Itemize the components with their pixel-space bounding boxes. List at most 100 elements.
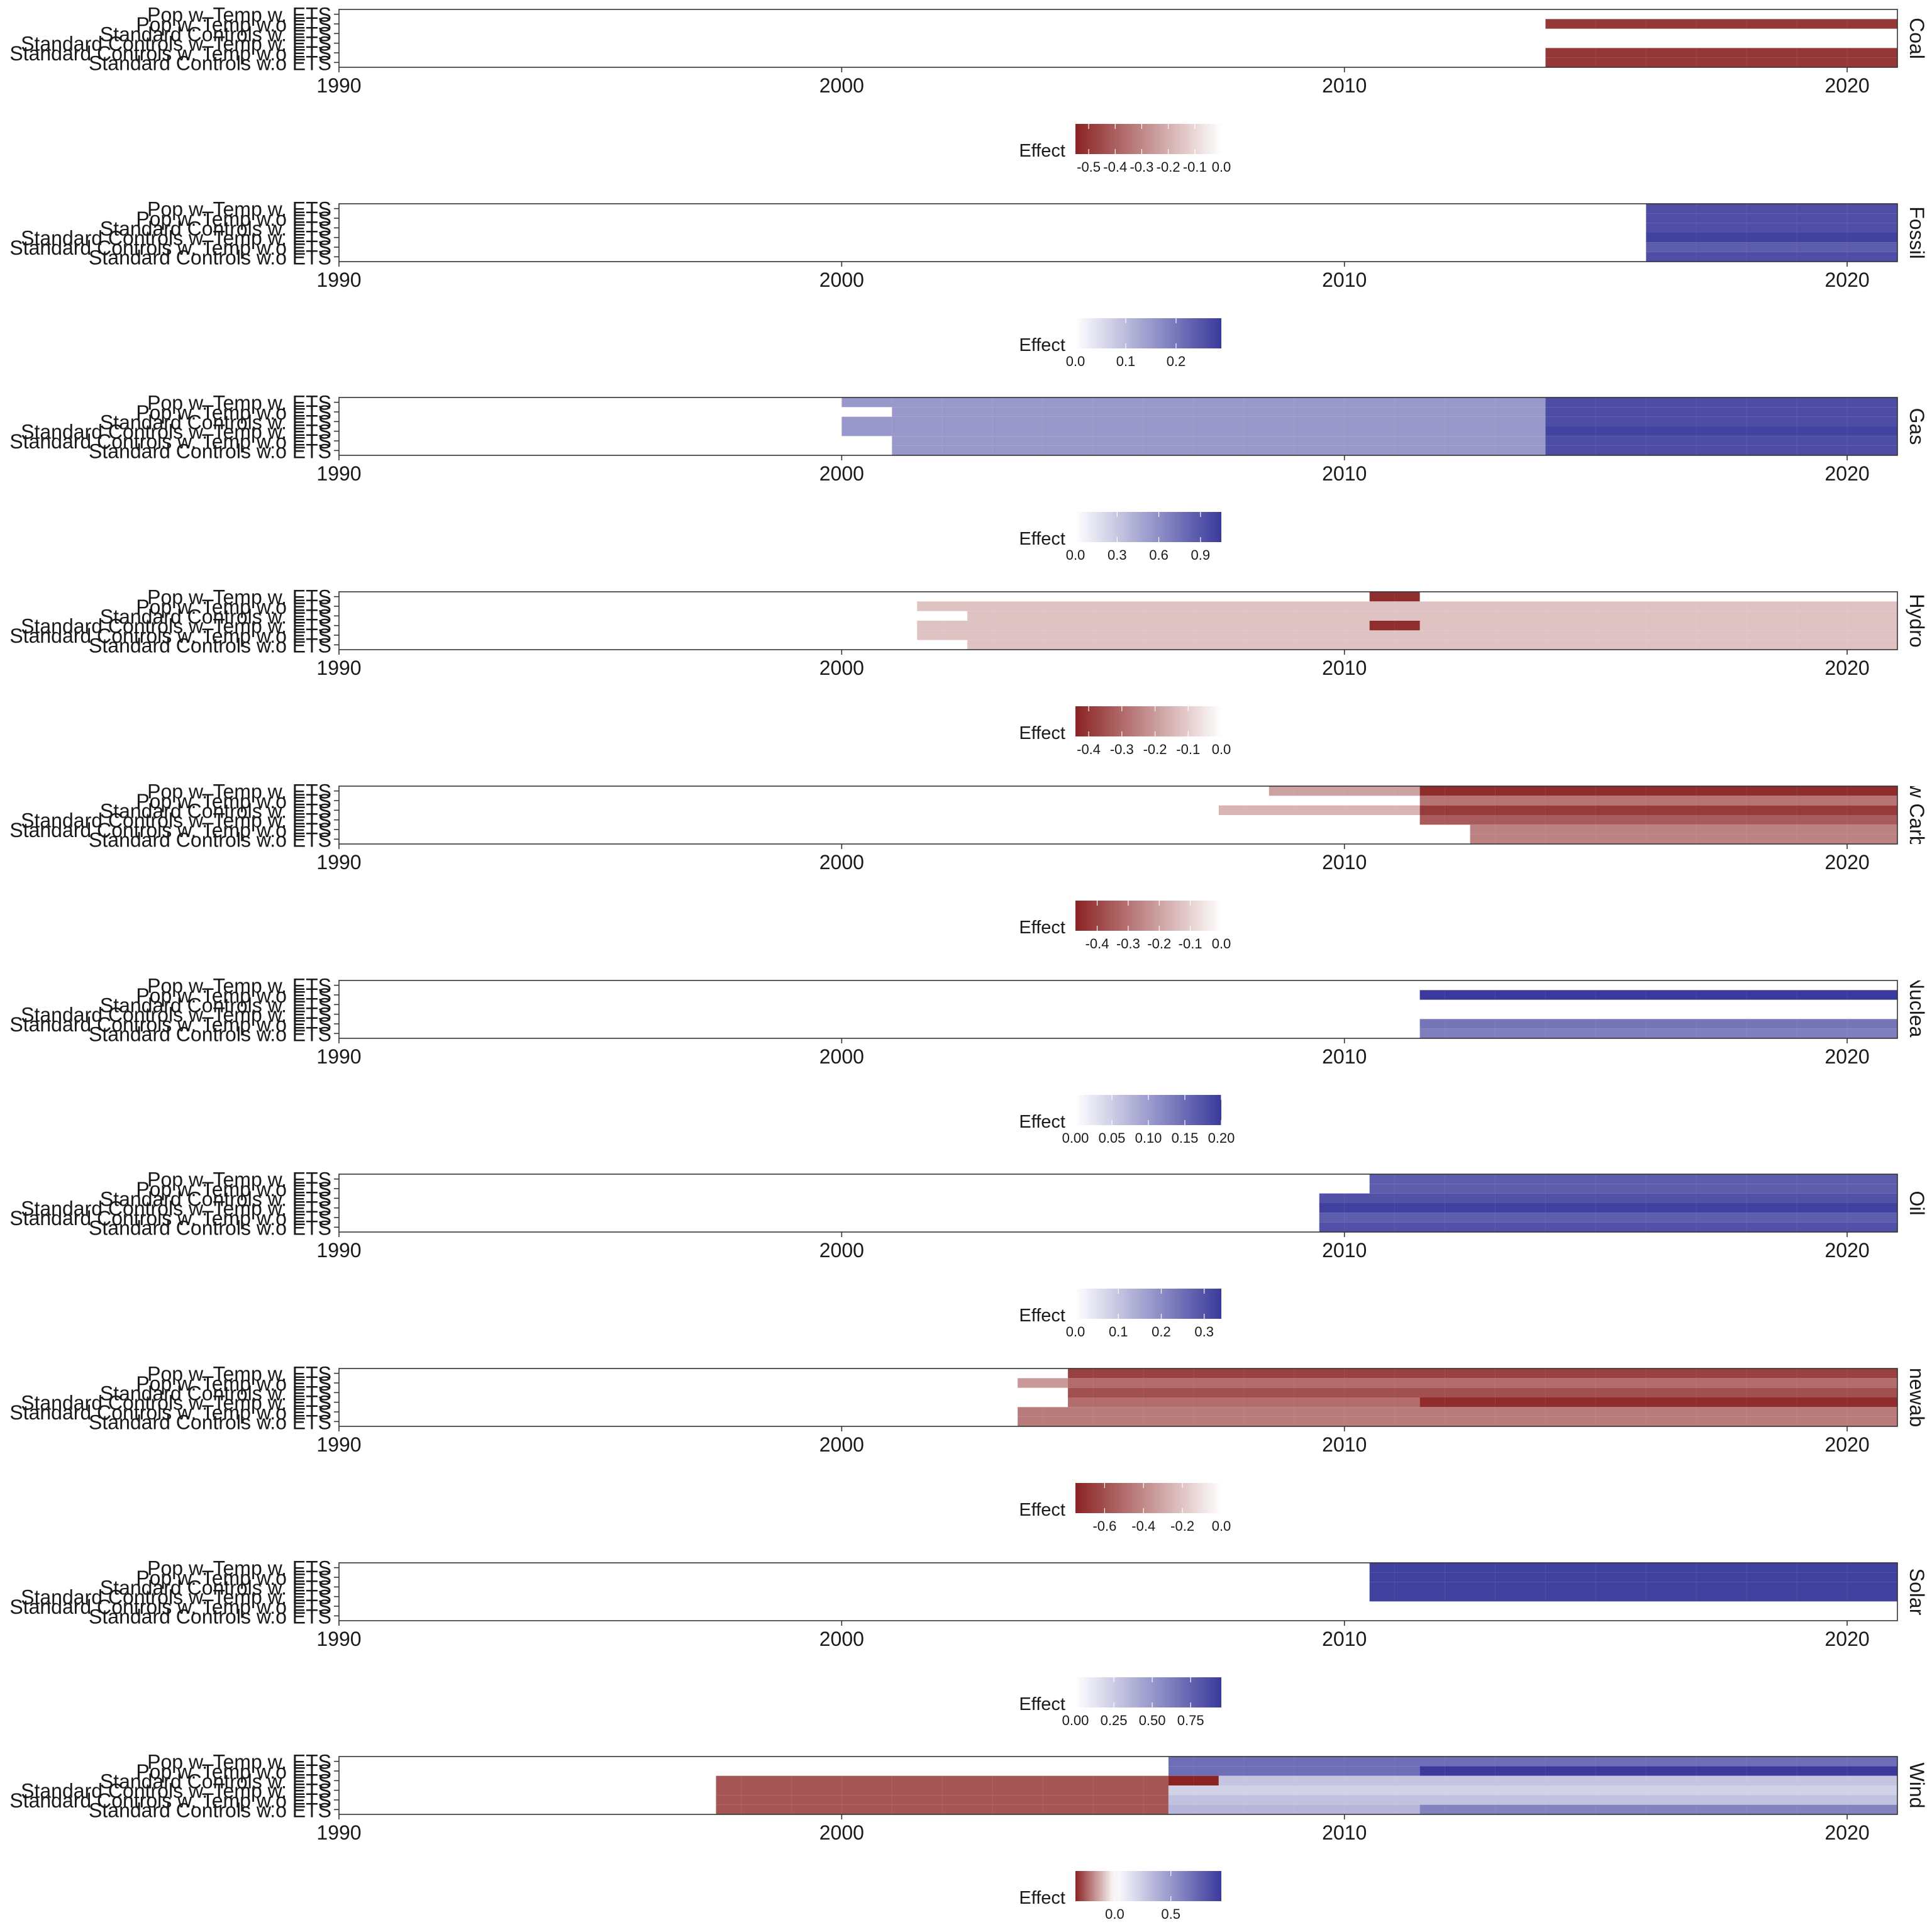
heatmap-cell — [1470, 824, 1897, 835]
heatmap-cell — [1018, 1407, 1897, 1417]
y-tick-label: Pop w. Temp w.o ETS — [136, 208, 331, 230]
heatmap-cell — [1068, 1368, 1897, 1379]
y-tick-label: Standard Controls w. Temp w.o ETS — [9, 430, 331, 453]
legend-tick-label: 0.3 — [1108, 547, 1127, 563]
heatmap-cell — [1545, 57, 1897, 67]
y-tick-label: Pop w. Temp w. ETS — [147, 780, 331, 803]
y-tick-label: Standard Controls w.o ETS — [89, 828, 331, 851]
x-tick-label: 2010 — [1322, 462, 1367, 485]
legend-colorbar — [1075, 512, 1221, 542]
y-tick-label: Standard Controls w. ETS — [100, 1770, 331, 1792]
y-tick-label: Standard Controls w. Temp w. ETS — [21, 809, 331, 832]
heatmap-cell — [1646, 233, 1897, 243]
legend-colorbar — [1075, 318, 1221, 348]
facet-strip: Oil — [1906, 1191, 1928, 1215]
x-tick-label: 2010 — [1322, 74, 1367, 97]
heatmap-cell — [1419, 990, 1897, 1000]
heatmap-cell — [1419, 796, 1897, 806]
facet-strip: Coal — [1906, 18, 1928, 59]
legend-tick-label: 0.2 — [1152, 1324, 1171, 1340]
heatmap-cell — [716, 1785, 1169, 1796]
heatmap-cell — [1319, 1193, 1897, 1203]
heatmap-cell — [1319, 1203, 1897, 1213]
y-tick-label: Standard Controls w. Temp w. ETS — [21, 33, 331, 55]
heatmap-cell — [1369, 592, 1420, 602]
y-tick-label: Standard Controls w. ETS — [100, 217, 331, 240]
y-tick-label: Pop w. Temp w.o ETS — [136, 1760, 331, 1783]
y-tick-label: Standard Controls w. Temp w. ETS — [21, 1392, 331, 1414]
legend-colorbar — [1075, 1871, 1221, 1901]
heatmap-cell — [1646, 213, 1897, 223]
x-tick-label: 2010 — [1322, 1045, 1367, 1068]
x-tick-label: 2010 — [1322, 1821, 1367, 1844]
y-tick-label: Standard Controls w. ETS — [100, 411, 331, 433]
legend-tick-label: -0.1 — [1183, 159, 1207, 175]
panel-border — [338, 786, 1898, 845]
x-tick-label: 2020 — [1824, 1821, 1869, 1844]
heatmap-cell — [1168, 1766, 1420, 1776]
y-tick-label: Pop w. Temp w.o ETS — [136, 596, 331, 618]
legend: Effect -0.5 -0.4 -0.3 -0.2 -0.1 0.0 — [1019, 124, 1231, 175]
heatmap-cell — [1646, 252, 1897, 262]
facet-strip: Low Carbon — [1906, 786, 1928, 844]
y-tick-label: Standard Controls w. Temp w.o ETS — [9, 625, 331, 647]
x-tick-label: 2010 — [1322, 1628, 1367, 1650]
y-tick-label: Standard Controls w. Temp w. ETS — [21, 1004, 331, 1026]
panel-border — [338, 1368, 1898, 1427]
x-tick-label: 2010 — [1322, 657, 1367, 679]
panel-border — [338, 1756, 1898, 1815]
y-tick-label: Pop w. Temp w.o ETS — [136, 790, 331, 813]
facet-strip: Gas — [1906, 408, 1928, 445]
heatmap-cell — [1068, 1397, 1420, 1407]
facet-strip: Fossil — [1906, 206, 1928, 259]
heatmap-cell — [1369, 1174, 1897, 1184]
x-tick-label: 1990 — [316, 269, 361, 291]
legend-tick-label: 0.0 — [1212, 1518, 1231, 1534]
y-tick-label: Standard Controls w. Temp w.o ETS — [9, 819, 331, 841]
heatmap-cell — [1018, 1416, 1897, 1426]
y-tick-label: Pop w. Temp w. ETS — [147, 1363, 331, 1385]
heatmap-cell — [1369, 1563, 1897, 1573]
heatmap-cell — [1646, 204, 1897, 214]
legend-tick-label: 0.0 — [1066, 547, 1085, 563]
x-tick-label: 1990 — [316, 1239, 361, 1262]
x-tick-label: 2020 — [1824, 657, 1869, 679]
legend-tick-label: -0.2 — [1147, 936, 1171, 952]
heatmap-cell — [1168, 1804, 1420, 1814]
x-tick-label: 2020 — [1824, 851, 1869, 874]
legend: Effect 0.0 0.5 — [1019, 1871, 1221, 1922]
heatmap-cell — [1218, 1775, 1897, 1785]
legend-colorbar — [1075, 901, 1221, 931]
facet-label: Renewables — [1906, 1342, 1928, 1453]
facet-label: Gas — [1906, 408, 1928, 445]
x-tick-label: 2000 — [819, 1045, 864, 1068]
heatmap-cell — [1419, 1766, 1897, 1776]
legend-title: Effect — [1019, 918, 1065, 938]
heatmap-cell — [1168, 1785, 1897, 1796]
heatmap-cell — [1545, 19, 1897, 29]
heatmap-cell — [841, 416, 1546, 426]
y-tick-label: Standard Controls w.o ETS — [89, 1216, 331, 1239]
legend-title: Effect — [1019, 1306, 1065, 1326]
x-tick-label: 2000 — [819, 851, 864, 874]
x-tick-label: 2000 — [819, 1821, 864, 1844]
heatmap-cell — [1369, 621, 1420, 631]
heatmap-cell — [892, 445, 1546, 455]
legend-tick-label: 0.5 — [1161, 1906, 1180, 1922]
facet-strip: Nuclear — [1906, 980, 1928, 1038]
facet-label: Wind — [1906, 1763, 1928, 1809]
facet-strip: Hydro — [1906, 594, 1928, 647]
legend-tick-label: -0.4 — [1131, 1518, 1155, 1534]
x-tick-label: 2000 — [819, 657, 864, 679]
y-tick-label: Standard Controls w. Temp w.o ETS — [9, 1207, 331, 1230]
heatmap-cell — [716, 1775, 1169, 1785]
